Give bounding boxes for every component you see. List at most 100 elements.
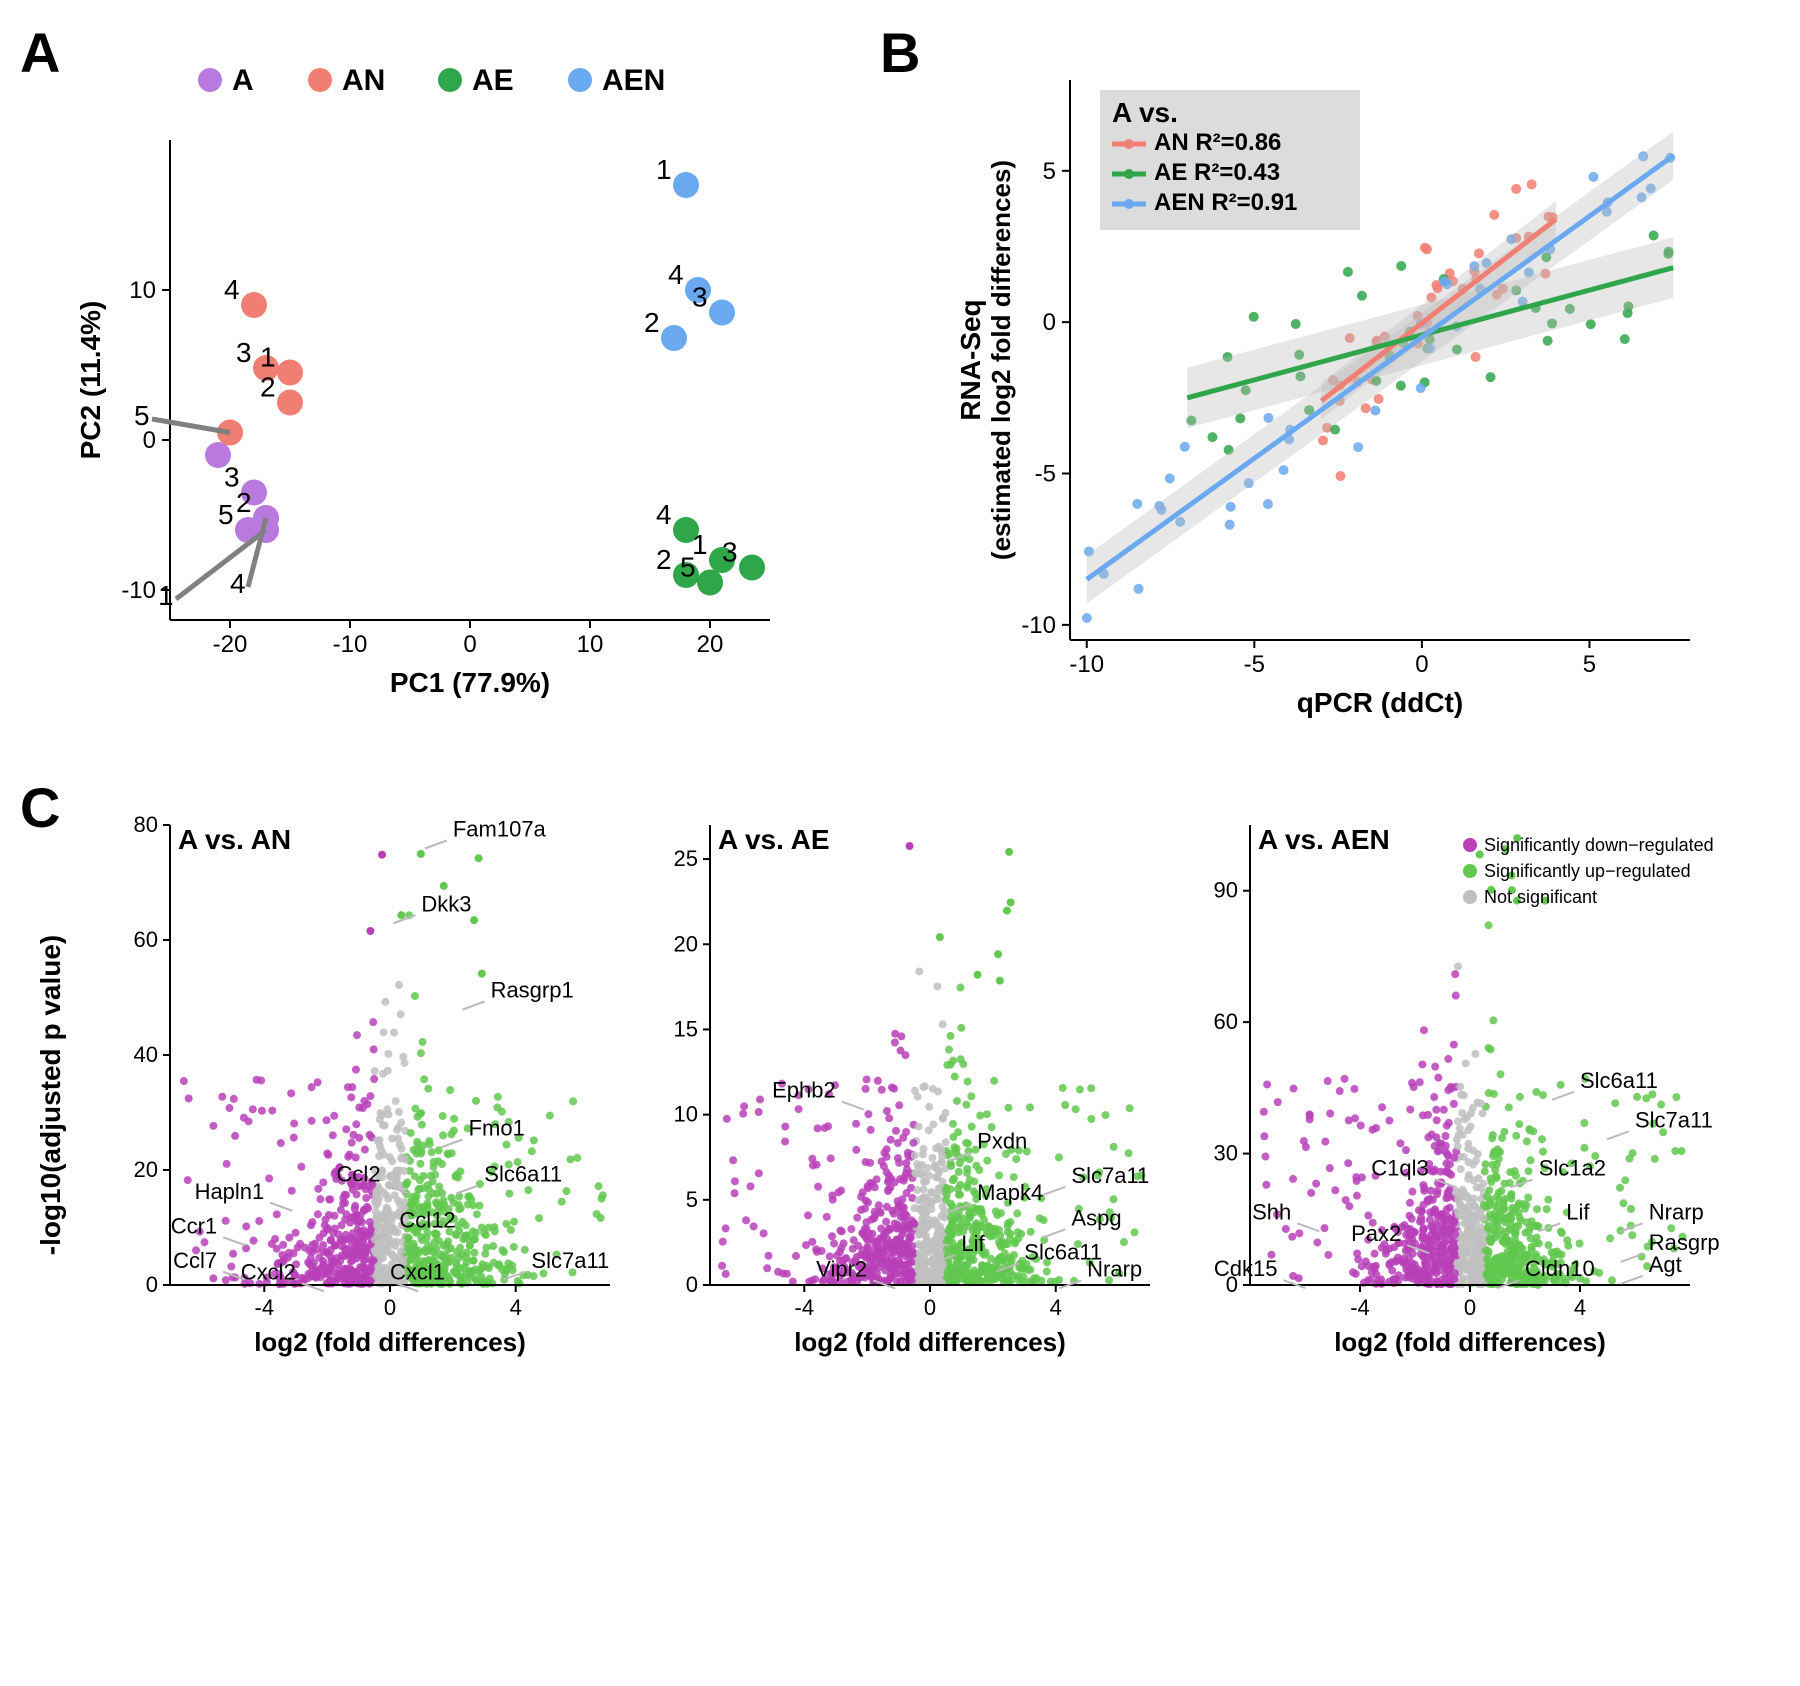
svg-text:-log10(adjusted p value): -log10(adjusted p value) — [35, 935, 66, 1256]
svg-text:4: 4 — [230, 568, 246, 599]
panel-c-label: C — [20, 775, 60, 840]
svg-text:0: 0 — [1043, 309, 1056, 336]
svg-text:PC1 (77.9%): PC1 (77.9%) — [390, 667, 550, 698]
svg-text:Ccr1: Ccr1 — [171, 1213, 217, 1238]
panel-a-pca: -20-1001020-10010PC1 (77.9%)PC2 (11.4%)A… — [20, 20, 840, 740]
svg-text:C1ql3: C1ql3 — [1371, 1155, 1428, 1180]
svg-text:AN R²=0.86: AN R²=0.86 — [1154, 129, 1281, 156]
svg-text:0: 0 — [146, 1272, 158, 1297]
svg-text:log2 (fold differences): log2 (fold differences) — [1334, 1327, 1606, 1357]
svg-text:-5: -5 — [1244, 651, 1265, 678]
svg-text:RNA-Seq: RNA-Seq — [955, 299, 986, 420]
svg-text:Mapk4: Mapk4 — [977, 1180, 1043, 1205]
svg-text:-4: -4 — [795, 1295, 815, 1320]
svg-text:Cxcl1: Cxcl1 — [390, 1259, 445, 1284]
svg-text:AEN: AEN — [602, 64, 665, 97]
svg-text:0: 0 — [143, 427, 156, 454]
svg-text:-20: -20 — [213, 631, 248, 658]
svg-text:AEN R²=0.91: AEN R²=0.91 — [1154, 189, 1297, 216]
svg-text:Shh: Shh — [1252, 1199, 1291, 1224]
svg-text:A: A — [232, 64, 254, 97]
svg-text:20: 20 — [674, 931, 698, 956]
svg-text:-10: -10 — [121, 577, 156, 604]
svg-text:AN: AN — [342, 64, 385, 97]
volcano-1: -4040510152025log2 (fold differences)A v… — [640, 795, 1180, 1395]
svg-text:0: 0 — [463, 631, 476, 658]
svg-text:2: 2 — [644, 307, 660, 338]
svg-text:1: 1 — [260, 342, 276, 373]
svg-text:3: 3 — [722, 537, 738, 568]
svg-text:20: 20 — [697, 631, 724, 658]
svg-text:Lif: Lif — [1566, 1199, 1590, 1224]
svg-text:Ccl12: Ccl12 — [399, 1208, 455, 1233]
svg-text:PC2 (11.4%): PC2 (11.4%) — [75, 301, 106, 460]
svg-text:Ccl2: Ccl2 — [337, 1162, 381, 1187]
svg-text:Agt: Agt — [1649, 1252, 1682, 1277]
svg-text:2: 2 — [236, 487, 252, 518]
svg-text:AE R²=0.43: AE R²=0.43 — [1154, 159, 1280, 186]
svg-text:A vs. AE: A vs. AE — [718, 824, 830, 855]
svg-text:Slc1a2: Slc1a2 — [1539, 1155, 1606, 1180]
svg-text:-10: -10 — [333, 631, 368, 658]
svg-text:60: 60 — [134, 927, 158, 952]
svg-text:40: 40 — [134, 1042, 158, 1067]
svg-text:Ephb2: Ephb2 — [772, 1078, 836, 1103]
svg-text:Dkk3: Dkk3 — [421, 891, 471, 916]
svg-text:Ccl7: Ccl7 — [173, 1248, 217, 1273]
svg-text:A vs. AN: A vs. AN — [178, 824, 291, 855]
svg-text:4: 4 — [510, 1295, 522, 1320]
panel-b-label: B — [880, 20, 920, 85]
svg-text:0: 0 — [1464, 1295, 1476, 1320]
svg-text:Slc7a11: Slc7a11 — [531, 1248, 609, 1273]
svg-text:Slc7a11: Slc7a11 — [1071, 1163, 1149, 1188]
svg-text:5: 5 — [686, 1187, 698, 1212]
svg-text:80: 80 — [134, 812, 158, 837]
svg-text:log2 (fold differences): log2 (fold differences) — [254, 1327, 526, 1357]
svg-text:Not significant: Not significant — [1484, 887, 1597, 907]
svg-text:0: 0 — [686, 1272, 698, 1297]
svg-text:log2 (fold differences): log2 (fold differences) — [794, 1327, 1066, 1357]
svg-text:Pax2: Pax2 — [1351, 1221, 1401, 1246]
svg-text:5: 5 — [1583, 651, 1596, 678]
svg-text:1: 1 — [158, 580, 174, 611]
svg-text:Significantly down−regulated: Significantly down−regulated — [1484, 835, 1714, 855]
svg-text:Nrarp: Nrarp — [1087, 1256, 1142, 1281]
svg-text:A vs. AEN: A vs. AEN — [1258, 824, 1390, 855]
svg-text:Cxcl2: Cxcl2 — [241, 1259, 296, 1284]
svg-text:5: 5 — [218, 499, 234, 530]
svg-text:90: 90 — [1214, 878, 1238, 903]
svg-text:0: 0 — [1415, 651, 1428, 678]
svg-text:Pxdn: Pxdn — [977, 1129, 1027, 1154]
svg-text:4: 4 — [668, 259, 684, 290]
svg-text:60: 60 — [1214, 1009, 1238, 1034]
svg-text:2: 2 — [656, 544, 672, 575]
svg-text:-4: -4 — [1350, 1295, 1370, 1320]
svg-text:Significantly up−regulated: Significantly up−regulated — [1484, 861, 1691, 881]
svg-text:Aspg: Aspg — [1071, 1205, 1121, 1230]
svg-text:4: 4 — [1574, 1295, 1586, 1320]
svg-text:Cdk15: Cdk15 — [1214, 1256, 1278, 1281]
svg-text:(estimated log2 fold differenc: (estimated log2 fold differences) — [986, 160, 1016, 560]
svg-text:2: 2 — [260, 372, 276, 403]
svg-text:qPCR (ddCt): qPCR (ddCt) — [1297, 687, 1463, 718]
volcano-2: -4040306090log2 (fold differences)A vs. … — [1180, 795, 1720, 1395]
svg-text:3: 3 — [692, 282, 708, 313]
svg-text:30: 30 — [1214, 1141, 1238, 1166]
svg-text:0: 0 — [384, 1295, 396, 1320]
svg-text:-4: -4 — [255, 1295, 275, 1320]
svg-text:10: 10 — [674, 1102, 698, 1127]
svg-text:Rasgrp1: Rasgrp1 — [491, 978, 574, 1003]
svg-text:Slc6a11: Slc6a11 — [484, 1162, 562, 1187]
svg-text:5: 5 — [680, 552, 696, 583]
svg-text:15: 15 — [674, 1016, 698, 1041]
svg-text:Hapln1: Hapln1 — [195, 1179, 265, 1204]
svg-text:AE: AE — [472, 64, 514, 97]
svg-text:-10: -10 — [1021, 612, 1056, 639]
svg-text:10: 10 — [577, 631, 604, 658]
svg-text:4: 4 — [224, 274, 240, 305]
svg-text:Cldn10: Cldn10 — [1525, 1256, 1595, 1281]
volcano-0: -404020406080log2 (fold differences)A vs… — [100, 795, 640, 1395]
svg-text:25: 25 — [674, 846, 698, 871]
svg-text:Vipr2: Vipr2 — [816, 1256, 867, 1281]
svg-text:-5: -5 — [1035, 461, 1056, 488]
